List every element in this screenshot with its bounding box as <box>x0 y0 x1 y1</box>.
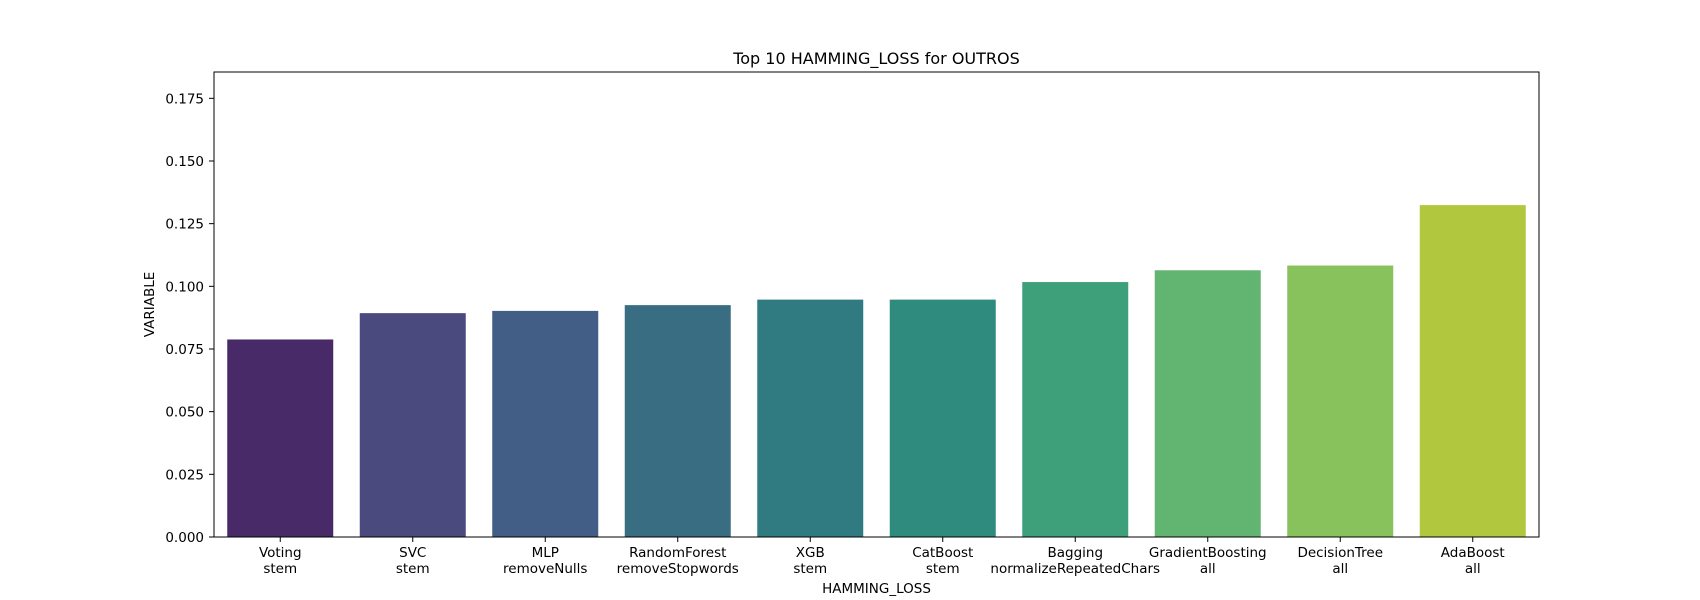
x-axis-label: HAMMING_LOSS <box>822 581 931 597</box>
x-tick-label: AdaBoost all <box>1441 545 1505 577</box>
bar <box>757 299 864 537</box>
chart-title: Top 10 HAMMING_LOSS for OUTROS <box>732 49 1020 69</box>
bar <box>889 299 996 537</box>
x-tick-label: Voting stem <box>259 545 302 577</box>
bar <box>1287 265 1394 537</box>
bar <box>624 305 731 537</box>
y-axis-label: VARIABLE <box>142 272 158 338</box>
y-tick-label: 0.075 <box>165 342 204 358</box>
bar <box>359 313 466 537</box>
bars <box>227 205 1526 537</box>
y-tick-label: 0.050 <box>165 405 204 421</box>
bar <box>227 339 334 537</box>
bar <box>492 310 599 537</box>
x-tick-label: CatBoost stem <box>912 545 973 577</box>
y-tick-label: 0.000 <box>165 530 204 546</box>
x-tick-label: Bagging normalizeRepeatedChars <box>990 545 1160 577</box>
x-tick-label: XGB stem <box>793 545 827 577</box>
bar <box>1419 205 1526 537</box>
x-tick-label: DecisionTree all <box>1297 545 1383 577</box>
y-tick-label: 0.025 <box>165 467 204 483</box>
x-tick-label: RandomForest removeStopwords <box>617 545 739 577</box>
plot-frame <box>213 71 1540 538</box>
y-tick-label: 0.150 <box>165 154 204 170</box>
x-tick-label: SVC stem <box>396 545 430 577</box>
y-tick-label: 0.100 <box>165 279 204 295</box>
bar <box>1022 282 1129 537</box>
y-tick-label: 0.125 <box>165 217 204 233</box>
y-tick-label: 0.175 <box>165 91 204 107</box>
bar <box>1154 270 1261 537</box>
x-tick-label: MLP removeNulls <box>503 545 587 577</box>
x-axis: Voting stem SVC stem MLP removeNulls RandomFor… <box>259 537 1505 577</box>
x-tick-label: GradientBoosting all <box>1149 545 1267 577</box>
y-axis: 0.000 0.025 0.050 0.075 0.100 0.125 0.150 0.175 <box>165 91 214 546</box>
